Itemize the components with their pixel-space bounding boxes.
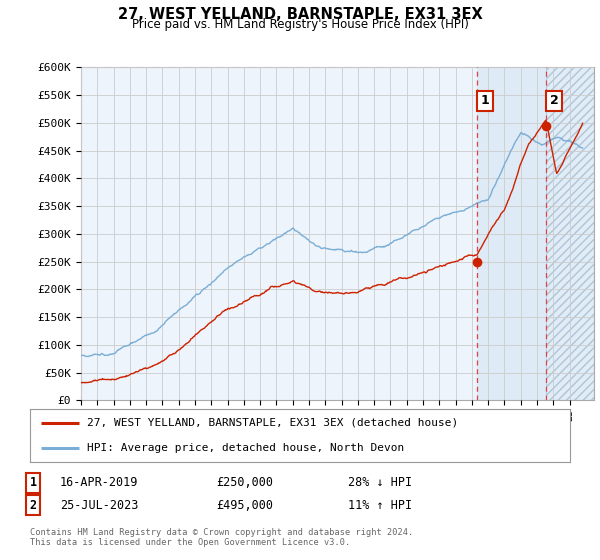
- Bar: [546, 67, 594, 400]
- Text: 2: 2: [29, 498, 37, 512]
- Text: 25-JUL-2023: 25-JUL-2023: [60, 498, 139, 512]
- Text: Price paid vs. HM Land Registry's House Price Index (HPI): Price paid vs. HM Land Registry's House …: [131, 18, 469, 31]
- Text: 27, WEST YELLAND, BARNSTAPLE, EX31 3EX (detached house): 27, WEST YELLAND, BARNSTAPLE, EX31 3EX (…: [86, 418, 458, 428]
- Text: 1: 1: [29, 476, 37, 489]
- Text: £495,000: £495,000: [216, 498, 273, 512]
- Bar: [546, 67, 594, 400]
- Text: £250,000: £250,000: [216, 476, 273, 489]
- Text: Contains HM Land Registry data © Crown copyright and database right 2024.
This d: Contains HM Land Registry data © Crown c…: [30, 528, 413, 548]
- Text: 2: 2: [550, 94, 559, 107]
- Text: HPI: Average price, detached house, North Devon: HPI: Average price, detached house, Nort…: [86, 443, 404, 453]
- Bar: [476, 67, 546, 400]
- Text: 11% ↑ HPI: 11% ↑ HPI: [348, 498, 412, 512]
- Text: 27, WEST YELLAND, BARNSTAPLE, EX31 3EX: 27, WEST YELLAND, BARNSTAPLE, EX31 3EX: [118, 7, 482, 22]
- Text: 1: 1: [481, 94, 489, 107]
- Text: 28% ↓ HPI: 28% ↓ HPI: [348, 476, 412, 489]
- Text: 16-APR-2019: 16-APR-2019: [60, 476, 139, 489]
